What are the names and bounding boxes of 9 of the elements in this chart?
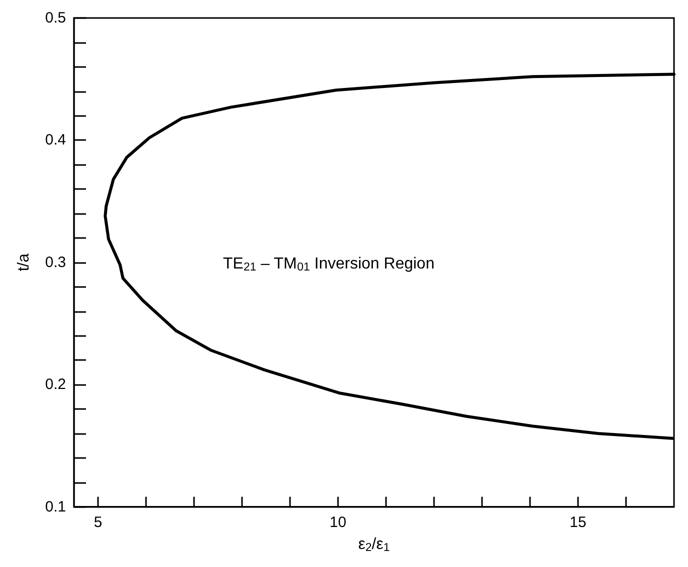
x-tick-label: 5 xyxy=(94,514,102,531)
y-tick-label: 0.1 xyxy=(45,498,66,516)
y-axis-title: t/a xyxy=(16,253,32,272)
y-tick-label: 0.5 xyxy=(45,10,66,26)
y-tick-label: 0.4 xyxy=(45,132,66,149)
y-tick-label: 0.3 xyxy=(45,254,66,271)
y-tick-label: 0.2 xyxy=(45,376,66,394)
x-tick-label: 15 xyxy=(570,514,586,531)
x-tick-label: 10 xyxy=(330,514,346,531)
